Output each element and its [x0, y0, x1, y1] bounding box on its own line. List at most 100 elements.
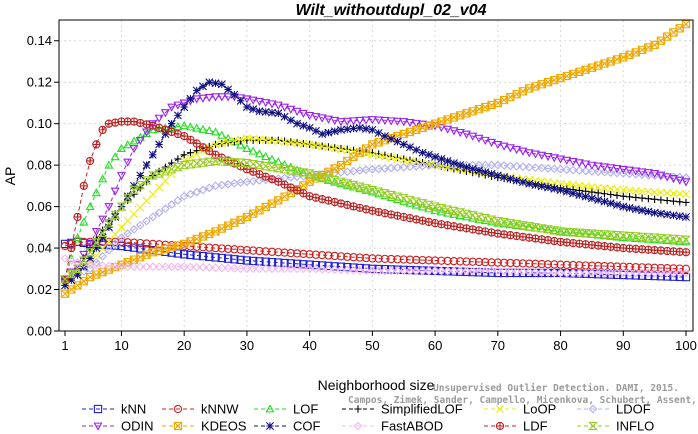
- data-point-ldof: [135, 220, 145, 230]
- data-point-inflo: [612, 231, 622, 240]
- data-point-kdeos: [681, 19, 691, 29]
- data-point-cof: [544, 183, 552, 192]
- data-point-fastabod: [455, 266, 465, 276]
- data-point-ldof: [518, 162, 528, 172]
- data-point-cof: [475, 166, 483, 175]
- data-point-knnw: [255, 246, 264, 256]
- legend-label: INFLO: [616, 419, 654, 434]
- data-point-ldof: [562, 165, 572, 175]
- data-point-lof: [405, 198, 415, 207]
- data-point-inflo: [486, 215, 497, 224]
- data-point-knnw: [562, 260, 571, 270]
- data-point-knnw: [123, 238, 132, 247]
- data-point-ldof: [581, 166, 591, 176]
- data-point-knn: [198, 252, 208, 261]
- data-point-ldof: [91, 258, 101, 267]
- data-point-ldf: [205, 146, 214, 156]
- data-point-knnw: [230, 245, 239, 254]
- data-point-knnw: [387, 254, 396, 264]
- data-point-cof: [512, 176, 521, 185]
- data-point-loop: [399, 155, 408, 164]
- data-point-simplifiedlof: [174, 155, 182, 163]
- data-point-ldof: [286, 172, 296, 182]
- legend-label: kNNW: [201, 402, 239, 417]
- data-point-knn: [637, 271, 647, 280]
- data-point-knnw: [518, 259, 528, 268]
- data-point-knnw: [556, 260, 565, 269]
- data-point-knnw: [242, 245, 252, 255]
- data-point-odin: [148, 120, 158, 129]
- data-point-knn: [180, 250, 189, 259]
- data-point-knnw: [456, 257, 465, 266]
- data-point-knnw: [217, 244, 226, 253]
- data-point-lof: [173, 121, 183, 130]
- data-point-knnw: [355, 253, 364, 262]
- data-point-fastabod: [512, 267, 522, 276]
- data-point-cof: [180, 103, 189, 112]
- data-point-fastabod: [537, 267, 547, 277]
- data-point-simplifiedlof: [669, 197, 678, 205]
- data-point-cof: [211, 79, 220, 88]
- data-point-fastabod: [443, 266, 453, 276]
- data-point-loop: [587, 182, 596, 191]
- data-point-loop: [148, 190, 157, 199]
- data-point-cof: [261, 107, 270, 116]
- data-point-inflo: [398, 194, 409, 203]
- data-point-fastabod: [198, 262, 208, 272]
- data-point-loop: [111, 230, 120, 239]
- data-point-inflo: [668, 234, 679, 244]
- legend-item-simplifiedlof: SimplifiedLOF: [342, 402, 463, 417]
- data-point-odin: [85, 240, 95, 249]
- data-point-odin: [198, 94, 208, 103]
- data-point-knnw: [349, 253, 358, 262]
- data-point-cof: [493, 171, 502, 180]
- legend-item-odin: ODIN: [82, 419, 154, 434]
- data-point-simplifiedlof: [588, 188, 596, 196]
- data-point-ldof: [587, 166, 597, 176]
- legend-item-lof: LOF: [254, 402, 318, 417]
- data-point-cof: [500, 173, 509, 182]
- data-point-inflo: [97, 228, 108, 238]
- data-point-inflo: [461, 209, 472, 219]
- data-point-inflo: [480, 214, 491, 223]
- data-point-inflo: [254, 160, 265, 170]
- data-point-odin: [524, 149, 534, 158]
- data-point-cof: [148, 150, 157, 159]
- data-point-inflo: [530, 223, 541, 232]
- data-point-knnw: [506, 258, 515, 268]
- data-point-cof: [443, 156, 452, 165]
- data-point-odin: [173, 101, 183, 110]
- data-point-knnw: [236, 245, 245, 254]
- data-point-inflo: [235, 158, 246, 167]
- data-point-simplifiedlof: [638, 194, 646, 202]
- data-point-inflo: [630, 232, 641, 241]
- data-point-fastabod: [98, 261, 108, 270]
- data-point-ldof: [255, 176, 264, 185]
- data-point-fastabod: [462, 266, 471, 276]
- data-point-ldof: [512, 161, 522, 171]
- data-point-fastabod: [248, 264, 258, 274]
- data-point-inflo: [342, 179, 353, 188]
- data-point-odin: [286, 105, 296, 114]
- data-point-cof: [487, 169, 496, 178]
- data-point-loop: [324, 143, 333, 152]
- data-point-fastabod: [518, 267, 528, 277]
- data-point-lof: [261, 151, 271, 161]
- data-point-inflo: [78, 256, 89, 265]
- data-point-inflo: [179, 160, 190, 170]
- data-point-inflo: [373, 187, 384, 196]
- legend-item-cof: COF: [254, 419, 321, 434]
- data-point-odin: [643, 169, 653, 178]
- data-point-ldof: [380, 164, 390, 173]
- data-point-lof: [104, 160, 114, 169]
- data-point-lof: [399, 196, 409, 205]
- data-point-odin: [116, 172, 126, 181]
- data-point-knn: [173, 249, 183, 258]
- data-point-inflo: [348, 180, 359, 190]
- data-point-fastabod: [60, 254, 70, 263]
- data-point-inflo: [411, 197, 422, 206]
- data-point-ldof: [505, 161, 515, 171]
- x-tick-label: 40: [302, 338, 316, 353]
- data-point-lof: [242, 143, 252, 152]
- data-point-lof: [179, 121, 189, 130]
